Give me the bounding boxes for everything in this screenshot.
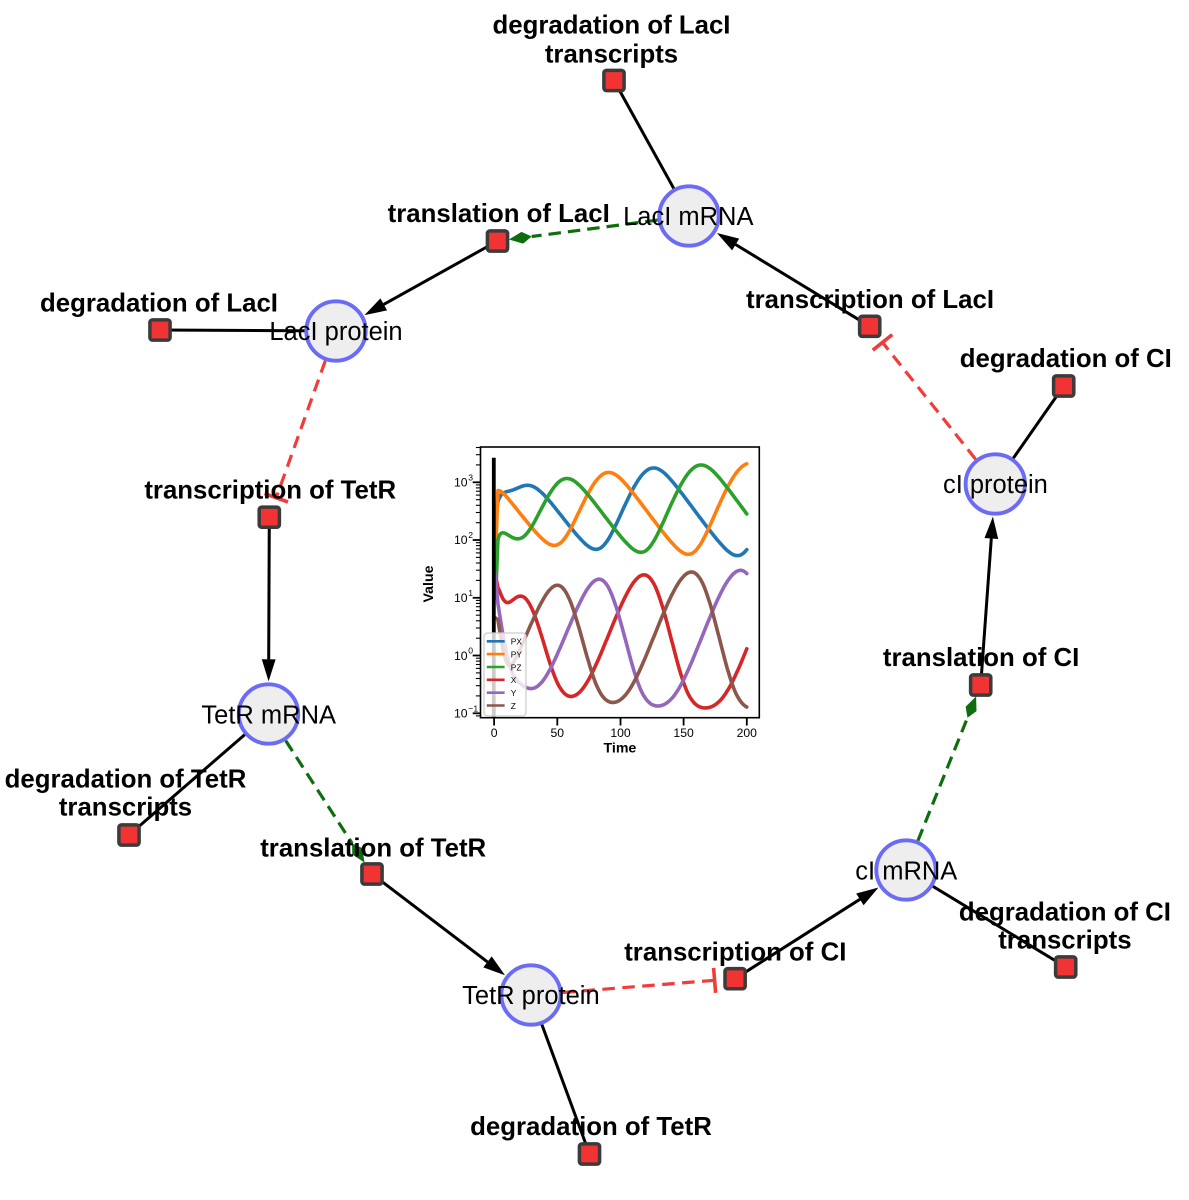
svg-text:Time: Time xyxy=(603,741,636,757)
svg-text:Z: Z xyxy=(511,701,516,711)
svg-text:transcription of TetR: transcription of TetR xyxy=(144,477,396,505)
svg-text:10: 10 xyxy=(454,591,468,605)
svg-text:translation of TetR: translation of TetR xyxy=(260,834,486,862)
svg-text:degradation of TetR: degradation of TetR xyxy=(470,1113,712,1141)
svg-text:transcription of CI: transcription of CI xyxy=(624,938,846,966)
svg-text:10: 10 xyxy=(454,707,468,721)
svg-text:Value: Value xyxy=(421,565,437,602)
svg-text:transcripts: transcripts xyxy=(545,41,678,69)
svg-text:1: 1 xyxy=(468,588,473,598)
svg-text:50: 50 xyxy=(551,726,565,740)
svg-text:degradation of CI: degradation of CI xyxy=(959,899,1171,927)
svg-text:transcription of LacI: transcription of LacI xyxy=(746,286,994,314)
svg-text:150: 150 xyxy=(673,726,694,740)
svg-text:LacI mRNA: LacI mRNA xyxy=(623,203,753,231)
svg-text:translation of CI: translation of CI xyxy=(883,644,1079,672)
svg-text:translation of LacI: translation of LacI xyxy=(388,200,610,228)
svg-text:degradation of TetR: degradation of TetR xyxy=(5,765,247,793)
svg-text:10: 10 xyxy=(454,533,468,547)
svg-text:10: 10 xyxy=(454,649,468,663)
svg-text:degradation of CI: degradation of CI xyxy=(960,345,1172,373)
svg-text:200: 200 xyxy=(737,726,758,740)
svg-text:TetR protein: TetR protein xyxy=(462,982,600,1010)
svg-text:degradation of LacI: degradation of LacI xyxy=(493,12,731,40)
svg-text:10: 10 xyxy=(454,476,468,490)
svg-text:0: 0 xyxy=(491,726,498,740)
svg-text:cI mRNA: cI mRNA xyxy=(855,858,957,886)
svg-text:Y: Y xyxy=(511,688,517,698)
svg-text:TetR mRNA: TetR mRNA xyxy=(201,702,336,730)
svg-text:2: 2 xyxy=(468,530,473,540)
svg-text:LacI protein: LacI protein xyxy=(269,318,402,346)
svg-text:X: X xyxy=(511,675,517,685)
svg-text:cI protein: cI protein xyxy=(943,471,1048,499)
svg-text:100: 100 xyxy=(610,726,631,740)
svg-text:0: 0 xyxy=(468,646,473,656)
svg-text:PZ: PZ xyxy=(511,662,522,672)
svg-text:transcripts: transcripts xyxy=(998,927,1131,955)
svg-text:3: 3 xyxy=(468,472,473,482)
svg-text:transcripts: transcripts xyxy=(59,794,192,822)
svg-text:−1: −1 xyxy=(468,703,478,713)
svg-text:PY: PY xyxy=(511,649,523,659)
svg-text:PX: PX xyxy=(511,637,523,647)
svg-text:degradation of LacI: degradation of LacI xyxy=(40,290,278,318)
